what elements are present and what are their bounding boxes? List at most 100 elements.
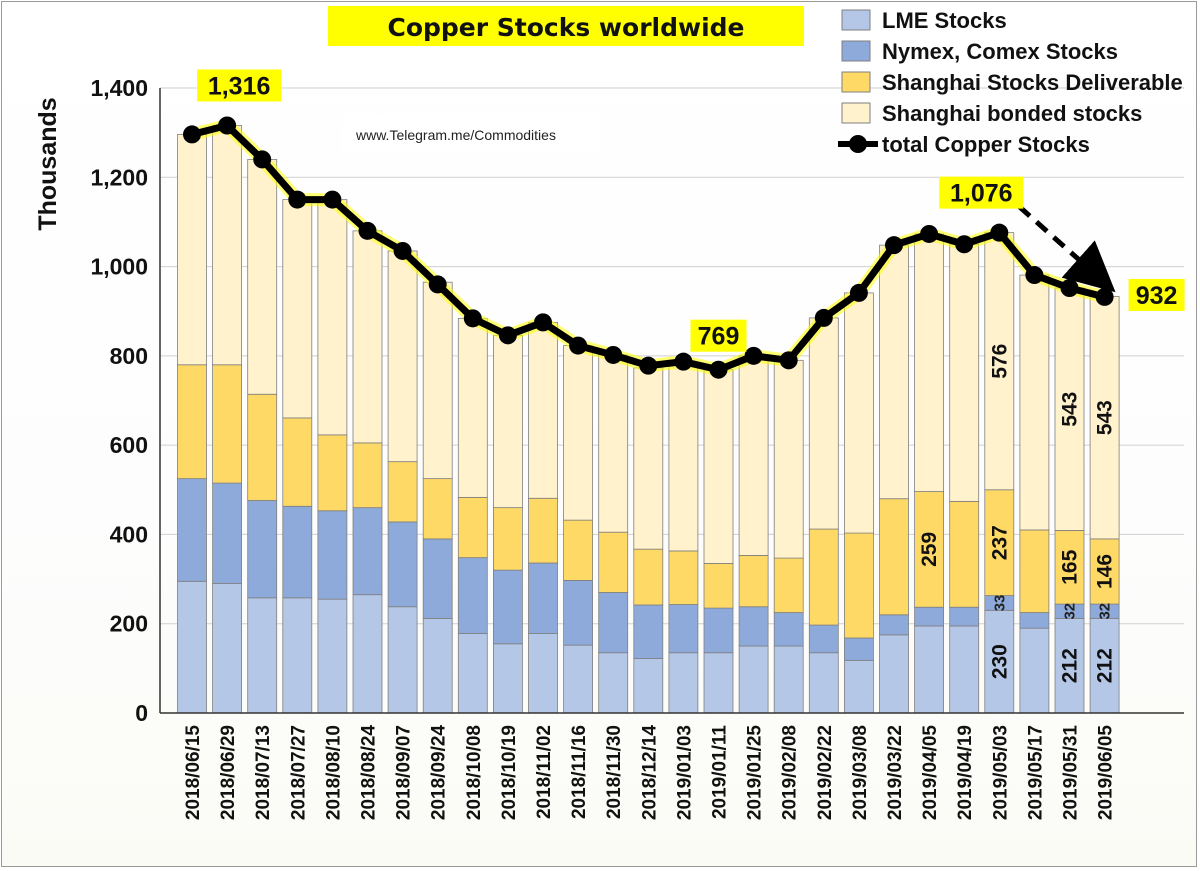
bar-segment (422, 281, 453, 480)
bar-segment (282, 597, 313, 714)
bar-segment (879, 614, 909, 636)
x-tick-label: 2018/06/29 (218, 725, 239, 820)
x-tick-label: 2018/09/24 (429, 725, 450, 821)
x-tick-label: 2018/12/14 (639, 725, 660, 821)
bar-segment (528, 633, 558, 714)
bar-segment (598, 531, 629, 593)
bar-segment (773, 645, 804, 714)
bar-segment (984, 489, 1015, 596)
bar-segment (773, 557, 804, 613)
y-axis-label: Thousands (34, 97, 62, 230)
callout-box (197, 69, 282, 102)
total-line-marker (358, 221, 377, 240)
callout-label: 1,076 (950, 180, 1013, 208)
legend-label: LME Stocks (882, 8, 1007, 33)
x-tick-label: 2019/04/05 (920, 725, 941, 821)
total-line-marker (814, 308, 833, 327)
bar-segment (703, 563, 734, 609)
y-tick-label: 400 (110, 521, 148, 547)
y-tick-label: 200 (110, 611, 148, 637)
total-line-marker (498, 326, 517, 345)
bar-segment (563, 345, 593, 521)
legend-label: Nymex, Comex Stocks (882, 39, 1118, 64)
bar-segment (703, 369, 734, 564)
watermark-text: www.Telegram.me/Commodities (355, 127, 556, 143)
x-tick-label: 2018/07/27 (288, 725, 309, 820)
total-line-marker (534, 313, 552, 332)
x-tick-label: 2019/02/08 (780, 725, 801, 820)
bar-segment (949, 243, 980, 502)
total-line-marker (393, 241, 412, 260)
bar-segment (528, 321, 558, 499)
total-line-marker (604, 345, 623, 364)
bar-segment (422, 617, 453, 714)
segment-data-label: 146 (1094, 554, 1117, 589)
x-tick-label: 2018/10/08 (464, 725, 485, 820)
segment-data-label: 32 (1097, 603, 1114, 620)
callout-label: 769 (698, 323, 740, 351)
x-tick-label: 2019/05/17 (1025, 725, 1046, 820)
x-tick-label: 2019/06/05 (1096, 725, 1117, 821)
bar-segment (808, 652, 839, 714)
legend-marker (849, 135, 867, 153)
bar-segment (844, 659, 874, 714)
x-tick-label: 2018/11/30 (604, 725, 625, 819)
total-line-marker (1025, 266, 1044, 285)
bar-segment (808, 528, 839, 626)
x-tick-label: 2018/11/02 (534, 725, 555, 819)
bar-segment (492, 643, 523, 714)
bar-segment (668, 361, 699, 552)
bar-segment (773, 612, 804, 647)
legend-swatch (841, 102, 871, 124)
bar-segment (598, 592, 629, 654)
bar-segment (668, 604, 699, 654)
bar-segment (317, 199, 348, 436)
bar-segment (247, 500, 278, 599)
bar-segment (668, 550, 699, 605)
x-tick-label: 2018/06/15 (183, 725, 204, 821)
bar-segment (317, 434, 348, 512)
total-line-marker (849, 283, 868, 302)
bar-segment (844, 637, 874, 661)
x-tick-label: 2018/10/19 (499, 725, 520, 820)
bar-segment (317, 598, 348, 714)
y-tick-label: 800 (110, 343, 148, 369)
total-line-marker (744, 346, 763, 365)
total-line-marker (639, 356, 658, 375)
x-tick-label: 2019/05/03 (990, 725, 1011, 820)
bar-segment (808, 317, 839, 530)
total-line-marker (674, 352, 693, 371)
total-line-marker (1095, 287, 1114, 306)
total-line-marker (218, 116, 237, 135)
bar-segment (352, 442, 383, 509)
watermark-box (342, 117, 600, 153)
callout-box (939, 176, 1024, 209)
bar-segment (879, 244, 909, 500)
total-line-marker (569, 336, 588, 355)
bar-segment (528, 497, 558, 564)
bar-segment (177, 364, 207, 480)
bar-segment (703, 607, 734, 654)
y-tick-label: 1,400 (90, 75, 148, 101)
bar-segment (212, 125, 243, 366)
bar-segment (668, 652, 699, 714)
y-tick-label: 1,200 (90, 164, 148, 190)
legend: LME Stocks Nymex, Comex Stocks Shanghai St… (838, 8, 1183, 157)
bar-segment (773, 359, 804, 559)
bar-segment (563, 519, 593, 581)
y-tick-label: 600 (110, 432, 148, 458)
bar-segment (177, 134, 207, 366)
total-line-marker (253, 150, 272, 169)
bar-segment (1054, 287, 1085, 531)
legend-label: Shanghai bonded stocks (882, 101, 1142, 126)
bar-segment (387, 250, 418, 463)
segment-data-label: 230 (988, 644, 1011, 679)
bar-segment (247, 597, 278, 714)
total-line-marker (955, 235, 974, 254)
segment-data-label: 237 (988, 525, 1011, 560)
x-tick-label: 2018/08/24 (359, 725, 380, 821)
bar-segment (914, 606, 944, 627)
bar-segment (247, 159, 278, 395)
bar-segment (492, 569, 523, 645)
